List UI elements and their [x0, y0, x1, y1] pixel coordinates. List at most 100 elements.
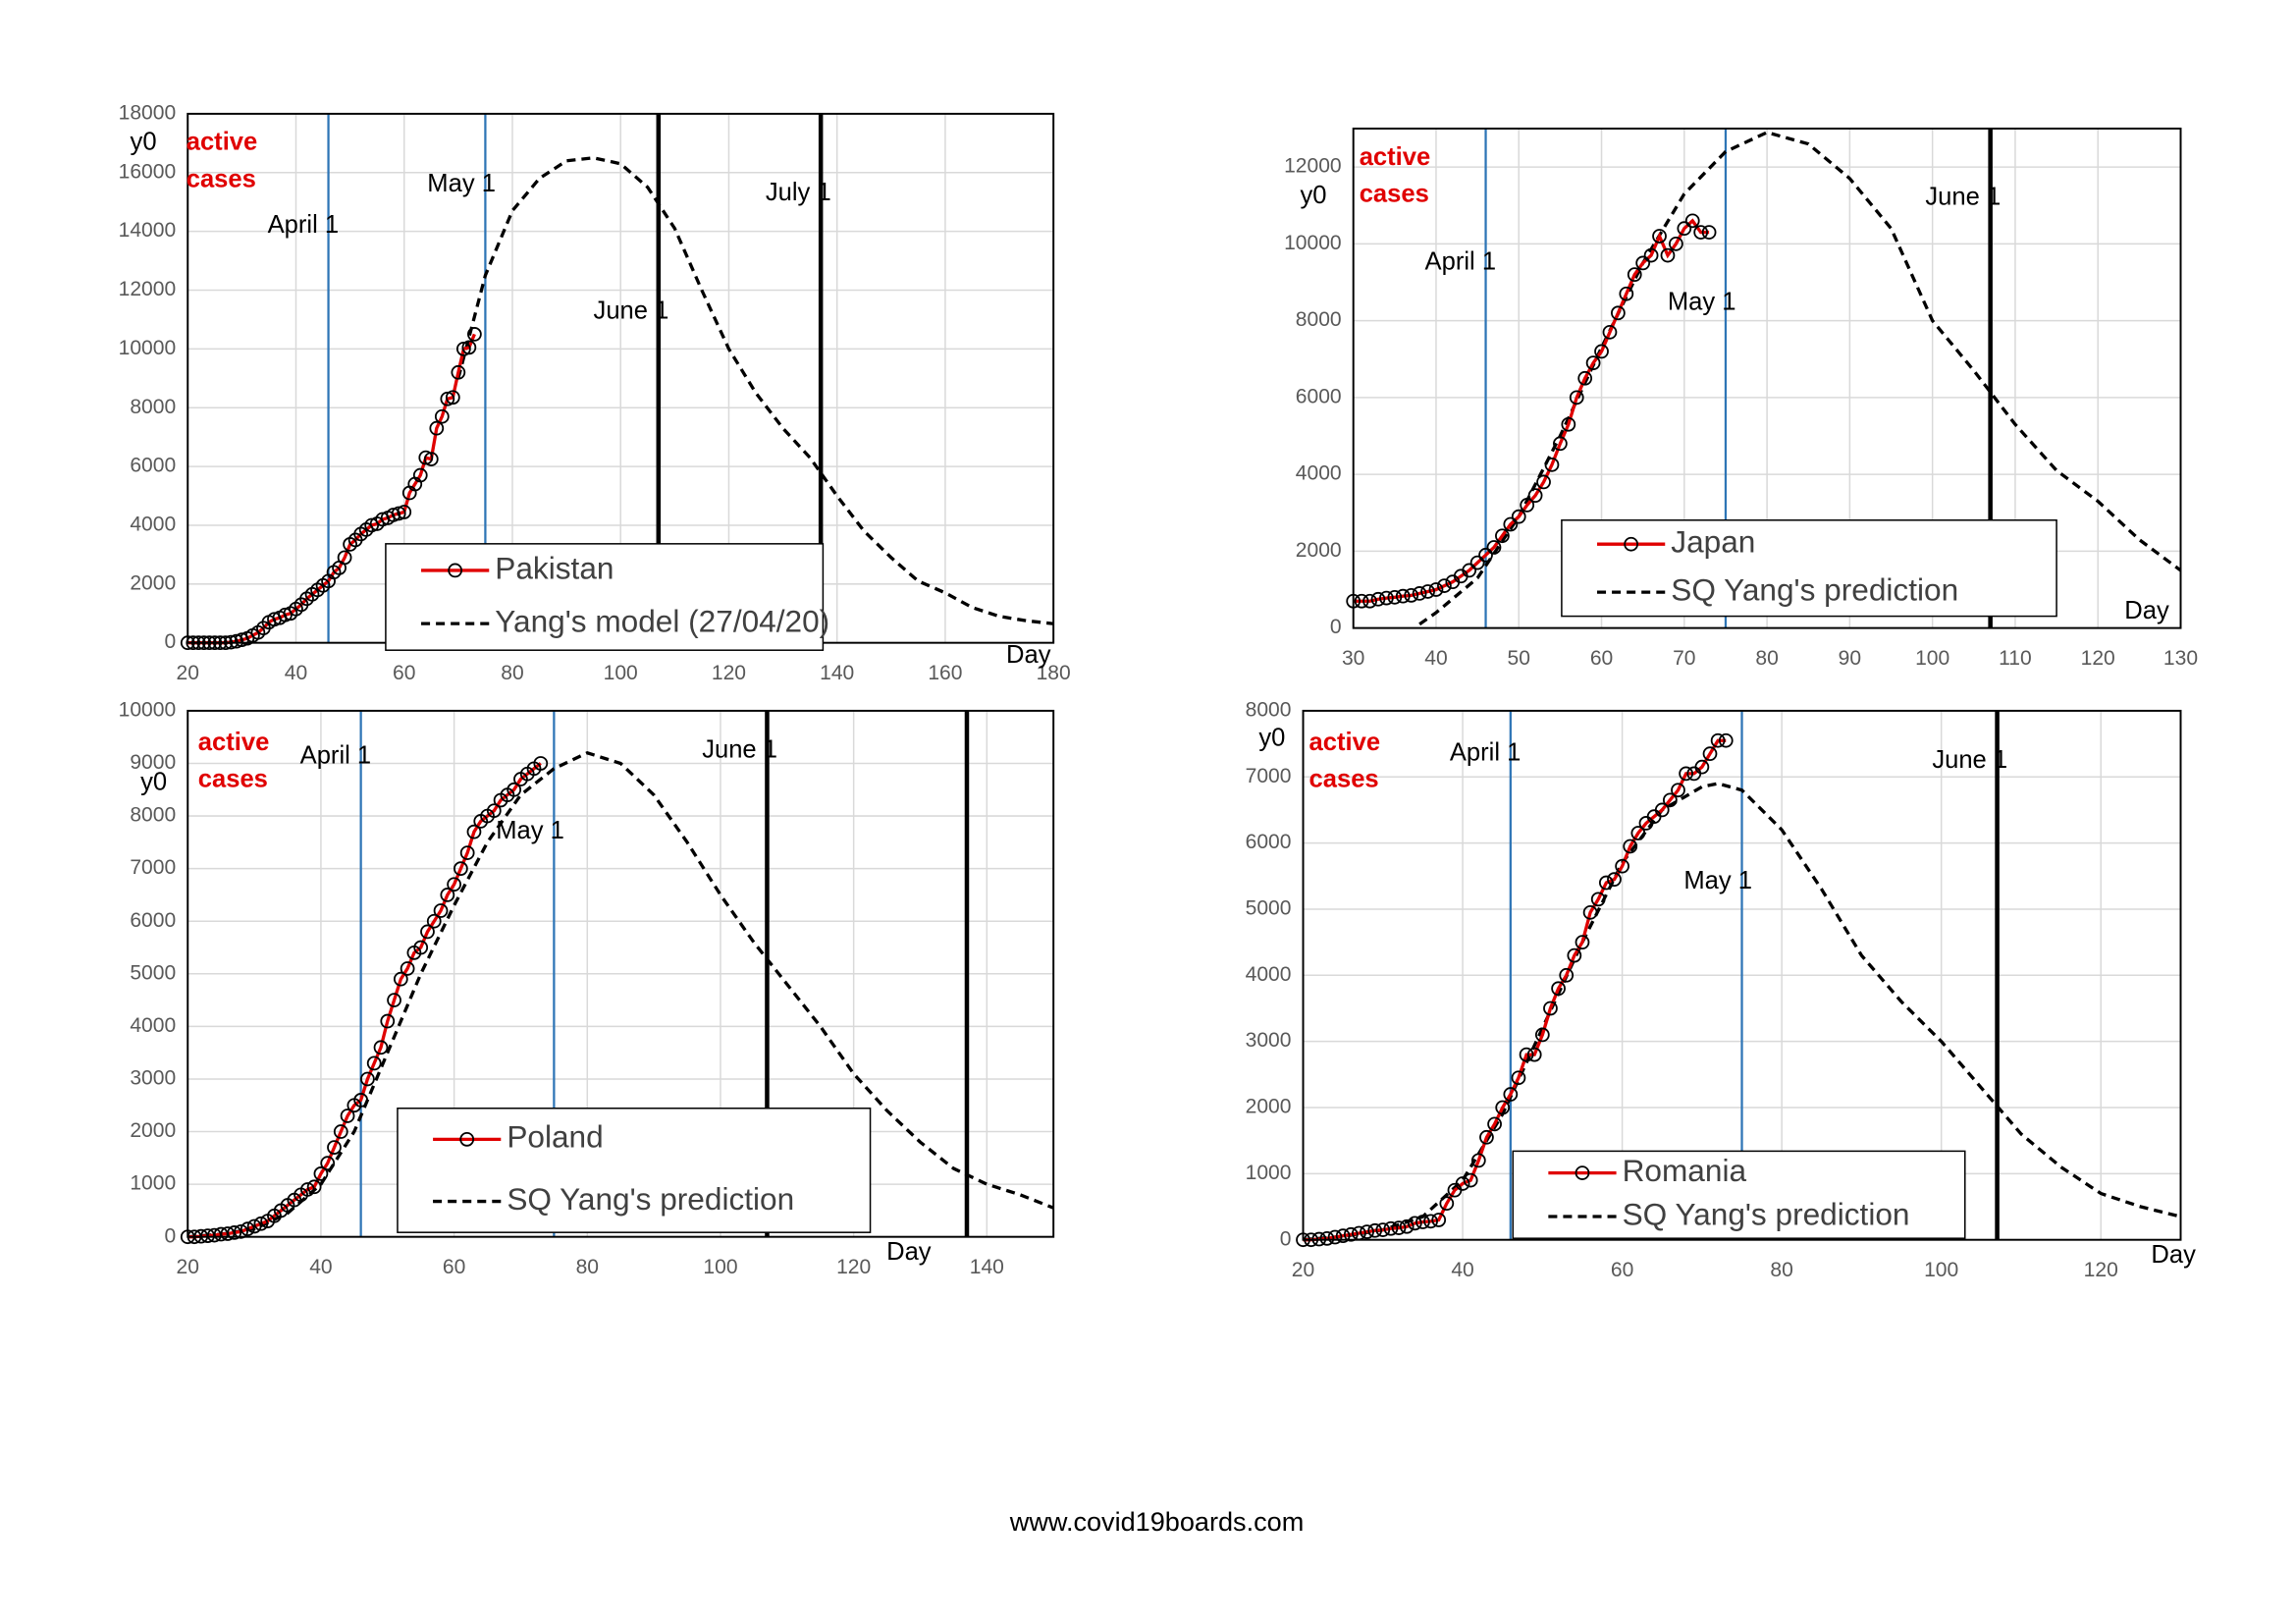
data-point — [393, 971, 408, 987]
x-tick-label: 120 — [2081, 647, 2115, 670]
y-tick-label: 10000 — [119, 698, 177, 721]
data-point — [333, 1124, 348, 1139]
y-tick-label: 1000 — [130, 1172, 176, 1195]
legend-box — [385, 543, 825, 651]
y-note: cases — [198, 765, 268, 792]
data-point — [418, 450, 434, 465]
x-tick-label: 100 — [604, 662, 638, 684]
data-point — [1534, 1027, 1550, 1043]
data-point — [451, 364, 466, 380]
data-point — [1470, 1153, 1486, 1168]
date-label: June 1 — [1932, 746, 2007, 774]
data-point — [1455, 1176, 1470, 1191]
data-point — [1395, 588, 1411, 604]
data-point — [360, 1071, 375, 1087]
data-point — [1567, 947, 1582, 963]
data-point — [447, 877, 461, 893]
x-tick-label: 60 — [1611, 1259, 1633, 1281]
data-point — [387, 993, 401, 1007]
data-point — [1702, 746, 1718, 762]
data-point — [246, 1218, 262, 1234]
x-tick-label: 130 — [2163, 647, 2198, 670]
y-note: cases — [1309, 765, 1379, 792]
data-point — [397, 505, 412, 519]
y-tick-label: 9000 — [130, 751, 176, 774]
y-tick-label: 5000 — [130, 961, 176, 984]
x-tick-label: 80 — [501, 662, 523, 684]
data-point — [1520, 498, 1535, 513]
data-point — [420, 924, 435, 940]
data-point — [1544, 457, 1560, 472]
y-tick-label: 0 — [164, 1224, 176, 1247]
data-point — [1677, 221, 1692, 237]
data-point — [1643, 247, 1659, 263]
y-tick-label: 8000 — [1246, 698, 1292, 721]
x-tick-label: 20 — [177, 662, 199, 684]
y-note: active — [1309, 729, 1381, 756]
data-point — [1669, 236, 1683, 251]
y-tick-label: 8000 — [130, 396, 176, 418]
x-tick-label: 120 — [2084, 1259, 2118, 1281]
data-point — [433, 903, 449, 918]
data-point — [1561, 416, 1576, 432]
data-point — [445, 390, 460, 406]
data-point — [1391, 1220, 1407, 1235]
x-tick-label: 60 — [1590, 647, 1613, 670]
data-point — [459, 845, 475, 860]
y-tick-label: 6000 — [130, 455, 176, 477]
data-point — [1671, 783, 1685, 798]
x-tick-label: 140 — [970, 1256, 1004, 1278]
data-point — [1439, 1196, 1455, 1212]
data-point — [1611, 305, 1626, 321]
x-tick-label: 120 — [836, 1256, 871, 1278]
data-point — [1701, 225, 1717, 240]
legend-marker — [459, 1131, 475, 1147]
date-label: April 1 — [1450, 738, 1522, 766]
data-point — [1420, 584, 1435, 599]
y-tick-label: 2000 — [130, 1119, 176, 1142]
date-label: June 1 — [594, 297, 669, 324]
plot-border — [187, 709, 1055, 1238]
data-point — [507, 782, 522, 797]
y-tick-label: 4000 — [130, 1014, 176, 1037]
data-point — [386, 508, 401, 522]
y-tick-label: 2000 — [1296, 539, 1342, 562]
data-point — [1387, 589, 1403, 605]
legend-label: Pakistan — [495, 550, 614, 585]
data-point — [1615, 858, 1629, 874]
data-point — [364, 517, 380, 533]
x-tick-label: 110 — [1999, 647, 2032, 670]
y-note: cases — [1360, 180, 1429, 207]
series-line — [1418, 131, 2182, 626]
data-point — [313, 1166, 329, 1181]
data-point — [1343, 1226, 1359, 1242]
legend-marker — [448, 563, 463, 578]
x-tick-label: 160 — [928, 662, 962, 684]
date-label: May 1 — [427, 170, 496, 197]
data-point — [461, 340, 477, 355]
y-tick-label: 16000 — [119, 160, 177, 183]
x-tick-label: 70 — [1673, 647, 1695, 670]
data-point — [1623, 839, 1638, 854]
x-tick-label: 100 — [703, 1256, 737, 1278]
data-point — [1362, 593, 1377, 609]
y-tick-label: 10000 — [119, 337, 177, 359]
data-point — [423, 452, 439, 466]
x-tick-label: 40 — [309, 1256, 332, 1278]
data-point — [1553, 436, 1568, 452]
y-tick-label: 6000 — [1296, 385, 1342, 407]
date-label: June 1 — [1925, 183, 2001, 210]
data-point — [353, 1093, 369, 1108]
y-note: active — [1360, 143, 1431, 171]
data-point — [1495, 528, 1510, 544]
date-label: April 1 — [300, 741, 372, 769]
data-point — [1335, 1228, 1351, 1244]
data-point — [320, 1156, 336, 1171]
data-point — [366, 1056, 382, 1071]
legend-box — [1561, 519, 2057, 618]
plot-border — [1352, 127, 2182, 629]
legend-label: Yang's model (27/04/20) — [495, 603, 829, 638]
legend-label: Poland — [507, 1119, 603, 1155]
x-tick-label: 80 — [576, 1256, 599, 1278]
